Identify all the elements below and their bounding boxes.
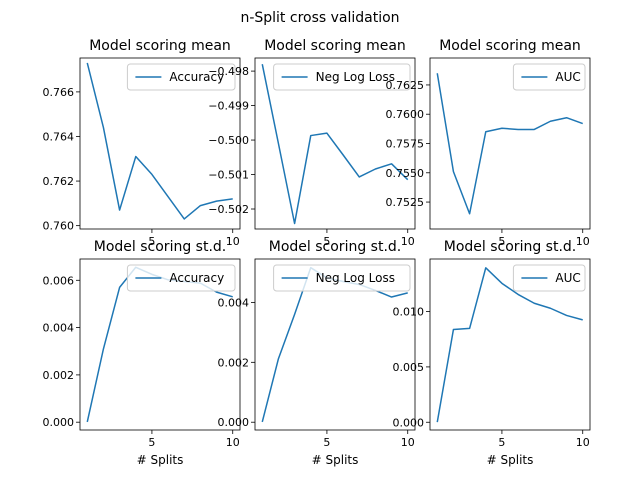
figure-suptitle: n-Split cross validation (240, 10, 399, 26)
subplot-title: Model scoring st.d. (94, 239, 226, 255)
x-tick-label: 5 (323, 436, 330, 449)
legend-label: Accuracy (169, 70, 224, 84)
x-tick-label: 10 (576, 235, 590, 248)
y-tick-label: 0.006 (43, 274, 75, 287)
legend-box (273, 63, 411, 91)
y-tick-label: 0.762 (43, 175, 75, 188)
subplot-5: Model scoring st.d. 0.000 0.002 0.004 5 10 # S… (218, 239, 416, 467)
y-tick-label: 0.004 (43, 322, 75, 335)
subplot-grid: Model scoring mean 0.760 0.762 0.764 0.766 5 1… (43, 38, 591, 467)
y-tick-label: 0.002 (218, 356, 250, 369)
x-axis-label: # Splits (312, 453, 359, 467)
legend-label: Neg Log Loss (316, 70, 395, 84)
y-tick-label: −0.498 (208, 65, 249, 78)
y-tick-label: −0.499 (208, 100, 249, 113)
legend-box (512, 264, 586, 292)
legend-box (273, 264, 411, 292)
y-tick-label: 0.7600 (386, 108, 425, 121)
x-tick-label: 10 (226, 235, 240, 248)
y-tick-label: −0.501 (208, 169, 249, 182)
y-tick-label: 0.7625 (386, 79, 425, 92)
subplot-title: Model scoring mean (264, 38, 406, 54)
y-tick-label: 0.766 (43, 86, 75, 99)
legend-box (512, 63, 586, 91)
axes-frame (429, 57, 591, 230)
y-tick-label: 0.000 (393, 416, 425, 429)
series-line (436, 267, 583, 423)
y-tick-label: 0.764 (43, 130, 75, 143)
legend-box (126, 63, 236, 91)
y-tick-label: 0.004 (218, 296, 250, 309)
y-tick-label: 0.7525 (386, 196, 425, 209)
subplot-6: Model scoring st.d. 0.000 0.005 0.010 5 10 # S… (393, 239, 591, 467)
subplot-title: Model scoring st.d. (269, 239, 401, 255)
subplot-title: Model scoring st.d. (444, 239, 576, 255)
y-tick-label: 0.760 (43, 220, 75, 233)
legend-box (126, 264, 236, 292)
legend-label: Accuracy (169, 271, 224, 285)
axes-frame (429, 258, 591, 431)
axes-frame (254, 258, 416, 431)
legend-label: AUC (555, 271, 580, 285)
legend-label: AUC (555, 70, 580, 84)
y-tick-label: 0.7550 (386, 167, 425, 180)
x-tick-label: 5 (498, 235, 505, 248)
y-tick-label: 0.010 (393, 306, 425, 319)
series-line (261, 64, 409, 225)
y-tick-label: −0.502 (208, 203, 249, 216)
y-tick-label: 0.000 (43, 416, 75, 429)
subplot-4: Model scoring st.d. 0.000 0.002 0.004 0.006 5… (43, 239, 241, 467)
y-tick-label: −0.500 (208, 134, 249, 147)
y-tick-label: 0.7575 (386, 138, 425, 151)
x-tick-label: 10 (401, 436, 415, 449)
series-line (436, 73, 583, 215)
subplot-3: Model scoring mean 0.7525 0.7550 0.7575 0.76… (386, 38, 591, 248)
subplot-2: Model scoring mean −0.502 −0.501 −0.500 −0.4… (208, 38, 416, 248)
x-tick-label: 5 (148, 436, 155, 449)
axes-frame (79, 57, 241, 230)
x-tick-label: 5 (498, 436, 505, 449)
y-tick-label: 0.005 (393, 361, 425, 374)
x-axis-label: # Splits (487, 453, 534, 467)
x-tick-label: 10 (401, 235, 415, 248)
series-line (86, 62, 233, 220)
subplot-1: Model scoring mean 0.760 0.762 0.764 0.766 5 1… (43, 38, 241, 248)
subplot-title: Model scoring mean (439, 38, 581, 54)
axes-frame (79, 258, 241, 431)
subplot-title: Model scoring mean (89, 38, 231, 54)
x-tick-label: 5 (323, 235, 330, 248)
y-tick-label: 0.000 (218, 416, 250, 429)
x-axis-label: # Splits (137, 453, 184, 467)
axes-frame (254, 57, 416, 230)
x-tick-label: 5 (148, 235, 155, 248)
y-tick-label: 0.002 (43, 369, 75, 382)
x-tick-label: 10 (226, 436, 240, 449)
legend-label: Neg Log Loss (316, 271, 395, 285)
x-tick-label: 10 (576, 436, 590, 449)
